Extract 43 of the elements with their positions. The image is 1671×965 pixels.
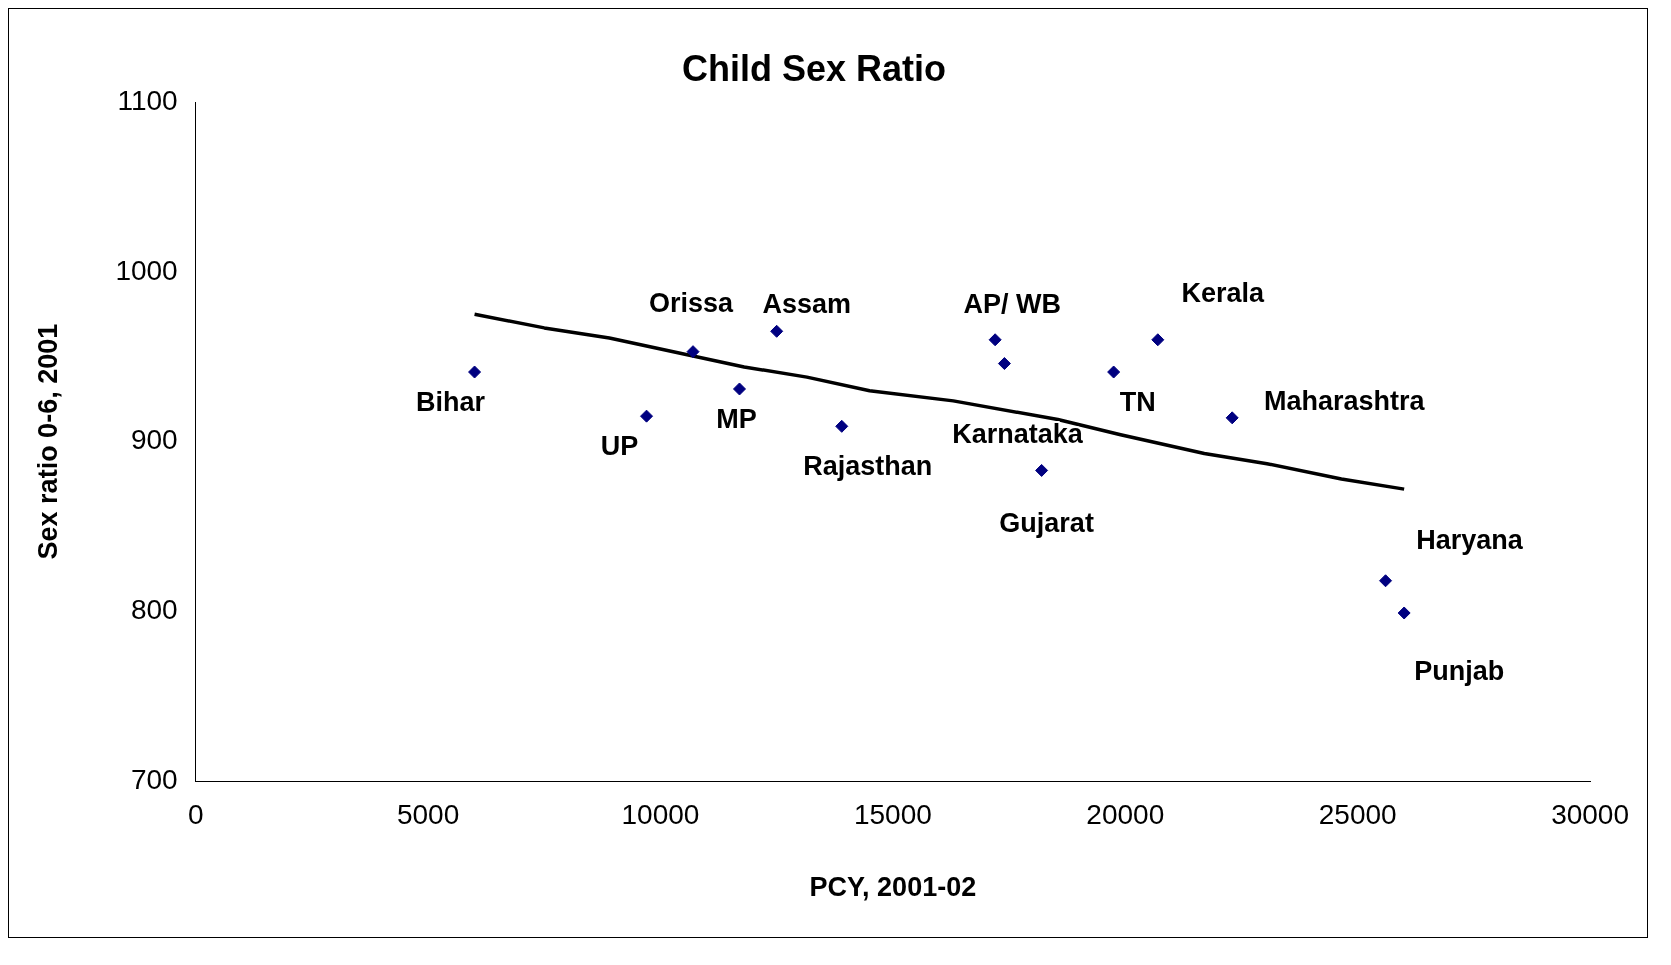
point	[988, 333, 1002, 347]
y-tick-label: 700	[130, 763, 178, 795]
chart-title: Child Sex Ratio	[681, 47, 947, 89]
annotation: Maharashtra	[1263, 386, 1426, 417]
point	[835, 419, 849, 433]
point	[770, 324, 784, 338]
annotation: MP	[716, 404, 757, 435]
point	[468, 365, 482, 379]
point	[1107, 365, 1121, 379]
annotation: Kerala	[1181, 278, 1266, 309]
annotation: TN	[1119, 387, 1156, 418]
x-tick-label: 0	[187, 798, 204, 830]
y-tick-label: 1000	[115, 254, 178, 286]
point	[1225, 411, 1239, 425]
y-tick-label: 1100	[117, 84, 178, 116]
x-tick-label: 25000	[1318, 798, 1397, 830]
x-tick-label: 5000	[396, 798, 460, 830]
annotation: Bihar	[416, 387, 486, 418]
annotation: Gujarat	[999, 507, 1094, 538]
point	[686, 345, 700, 359]
annotation: Haryana	[1416, 525, 1524, 556]
point	[640, 409, 654, 423]
point	[997, 357, 1011, 371]
annotation: Karnataka	[952, 418, 1084, 449]
annotation: Punjab	[1414, 656, 1505, 687]
point	[1397, 606, 1411, 620]
x-tick-label: 30000	[1551, 798, 1630, 830]
point	[1379, 574, 1393, 588]
y-tick-label: 900	[130, 424, 178, 456]
x-tick-label: 10000	[621, 798, 700, 830]
x-tick-label: 15000	[853, 798, 932, 830]
y-tick-label: 800	[130, 594, 178, 626]
x-tick-label: 20000	[1086, 798, 1165, 830]
annotation: UP	[600, 430, 639, 461]
annotation: Orissa	[648, 288, 735, 319]
point	[1035, 463, 1049, 477]
point	[1151, 333, 1165, 347]
x-axis-title: PCY, 2001-02	[809, 872, 977, 903]
annotation: Assam	[762, 288, 851, 319]
annotation: Rajasthan	[803, 450, 933, 481]
y-axis-title: Sex ratio 0-6, 2001	[32, 323, 63, 560]
point	[733, 382, 746, 396]
annotation: AP/ WB	[963, 289, 1061, 320]
